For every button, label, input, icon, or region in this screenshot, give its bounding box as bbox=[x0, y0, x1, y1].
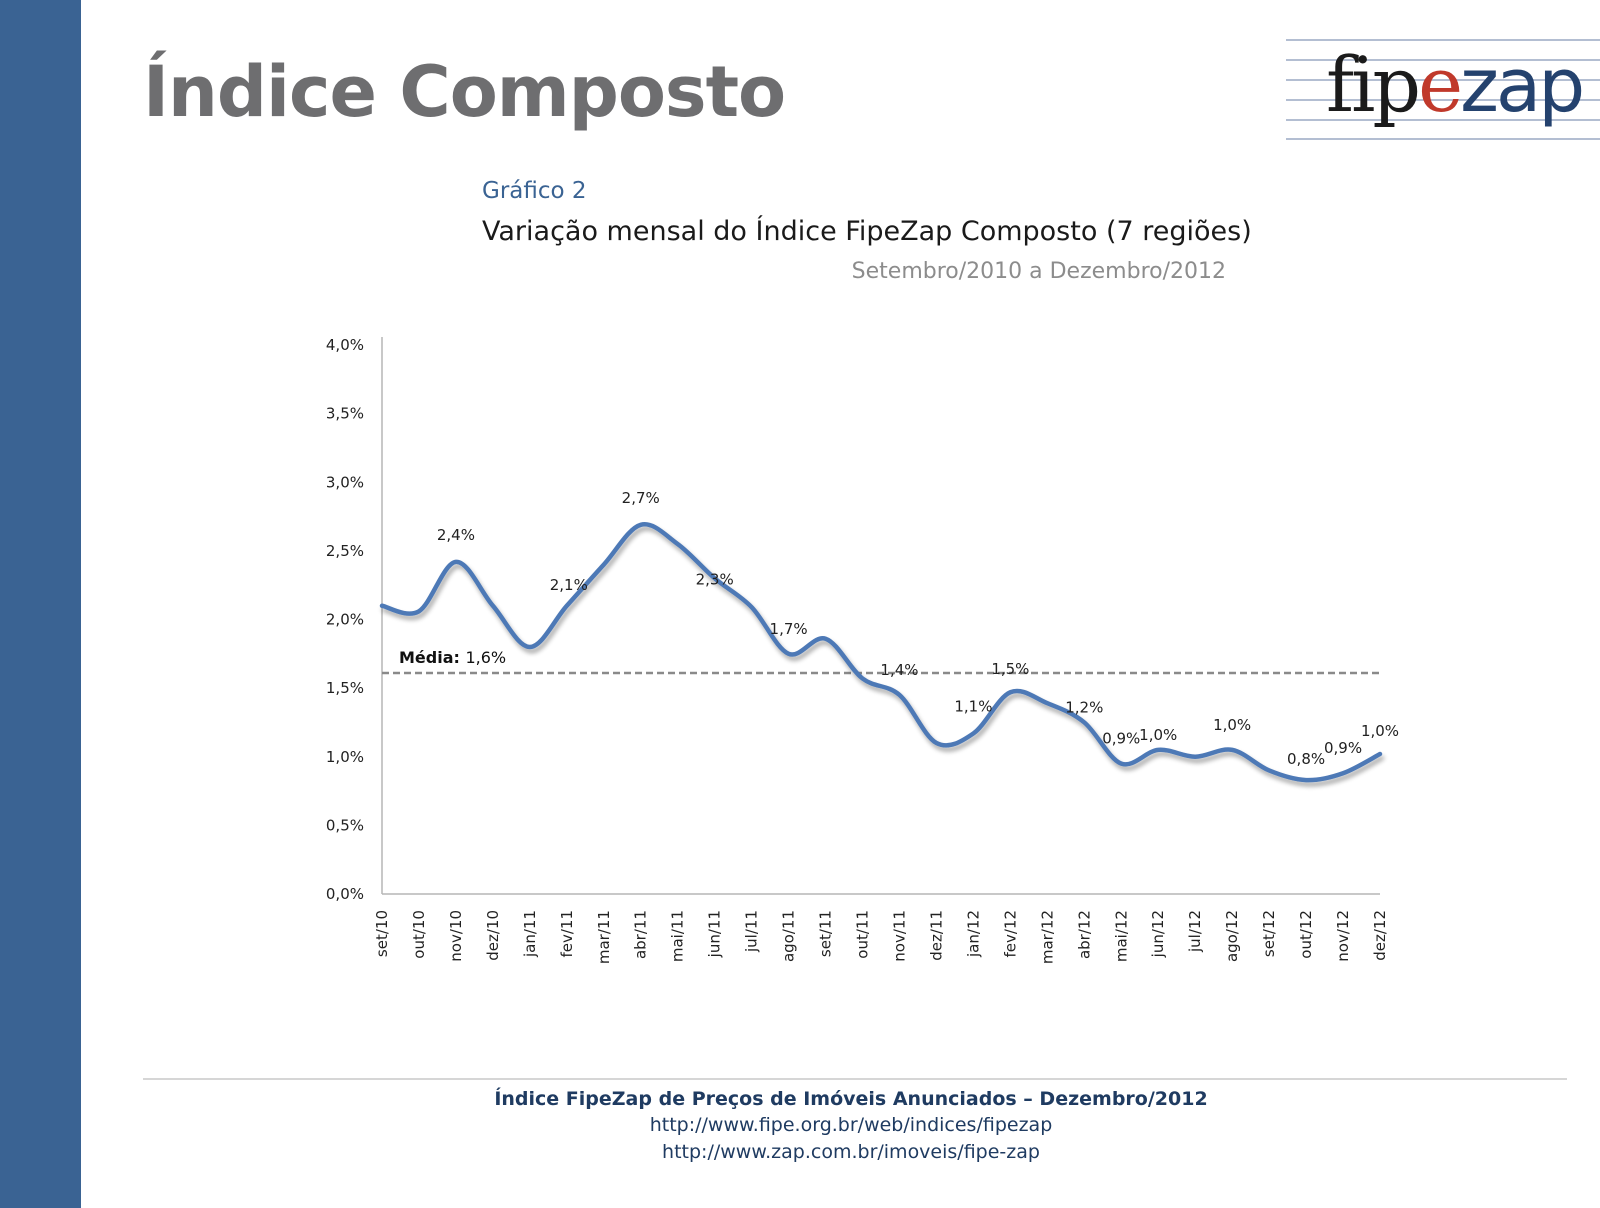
data-label: 2,4% bbox=[437, 526, 475, 544]
logo-text-fip: fip bbox=[1326, 40, 1421, 129]
x-tick-label: ago/12 bbox=[1223, 910, 1241, 962]
x-tick-label: dez/12 bbox=[1371, 910, 1389, 961]
data-label: 1,5% bbox=[991, 660, 1029, 678]
data-label: 0,9% bbox=[1102, 730, 1140, 748]
x-tick-label: set/12 bbox=[1260, 910, 1278, 957]
logo-wordmark: fipezap bbox=[1326, 40, 1585, 131]
x-tick-label: mar/11 bbox=[595, 910, 613, 964]
y-tick-label: 0,0% bbox=[326, 885, 364, 903]
x-tick-label: nov/12 bbox=[1334, 910, 1352, 962]
data-label: 1,2% bbox=[1065, 698, 1103, 716]
footer-divider bbox=[143, 1078, 1567, 1080]
logo-text-e: e bbox=[1418, 40, 1463, 129]
footer-link-fipe[interactable]: http://www.fipe.org.br/web/indices/fipez… bbox=[649, 1114, 1053, 1136]
x-tick-label: abr/12 bbox=[1075, 910, 1093, 959]
mean-label: Média: 1,6% bbox=[399, 648, 506, 667]
y-tick-label: 4,0% bbox=[326, 336, 364, 354]
chart-title: Variação mensal do Índice FipeZap Compos… bbox=[482, 216, 1252, 247]
x-tick-label: jul/11 bbox=[743, 910, 761, 953]
y-tick-label: 3,5% bbox=[326, 405, 364, 423]
x-axis: set/10 out/10 nov/10 dez/10 jan/11 fev/11 mar/… bbox=[373, 893, 1389, 964]
logo-text-zap: zap bbox=[1460, 43, 1585, 129]
y-tick-label: 2,0% bbox=[326, 611, 364, 629]
y-tick-label: 0,5% bbox=[326, 816, 364, 834]
data-labels-group: 2,4% 2,1% 2,7% 2,3% 1,7% 1,4% 1,1% 1,5% 1,2% 0,9%… bbox=[437, 489, 1399, 768]
x-tick-label: set/10 bbox=[373, 910, 391, 957]
data-label: 1,4% bbox=[880, 661, 918, 679]
y-tick-label: 2,5% bbox=[326, 542, 364, 560]
x-tick-label: out/10 bbox=[410, 910, 428, 959]
x-tick-label: mai/12 bbox=[1112, 910, 1130, 962]
data-label: 1,7% bbox=[770, 620, 808, 638]
x-tick-label: nov/10 bbox=[447, 910, 465, 962]
footer-title: Índice FipeZap de Preços de Imóveis Anun… bbox=[494, 1088, 1208, 1110]
chart-label: Gráfico 2 bbox=[482, 178, 587, 204]
series-line bbox=[379, 522, 1383, 783]
data-label: 0,8% bbox=[1287, 750, 1325, 768]
data-label: 1,1% bbox=[954, 697, 992, 715]
x-tick-label: jan/12 bbox=[964, 910, 982, 958]
x-tick-label: out/11 bbox=[854, 910, 872, 959]
series-group bbox=[379, 522, 1383, 783]
x-tick-label: out/12 bbox=[1297, 910, 1315, 959]
left-accent-bar bbox=[0, 0, 81, 1208]
line-chart: 0,0% 0,5% 1,0% 1,5% 2,0% 2,5% 3,0% 3,5% 4,0% set… bbox=[326, 336, 1399, 964]
x-tick-label: jul/12 bbox=[1186, 910, 1204, 953]
data-label: 2,7% bbox=[622, 489, 660, 507]
x-tick-label: jan/11 bbox=[521, 910, 539, 958]
fipezap-logo: fipezap bbox=[1286, 38, 1600, 142]
x-tick-label: mar/12 bbox=[1038, 910, 1056, 964]
y-tick-label: 1,5% bbox=[326, 679, 364, 697]
x-tick-label: abr/11 bbox=[632, 910, 650, 959]
data-label: 0,9% bbox=[1324, 739, 1362, 757]
chart-subtitle: Setembro/2010 a Dezembro/2012 bbox=[851, 259, 1226, 284]
y-tick-label: 3,0% bbox=[326, 473, 364, 491]
data-label: 1,0% bbox=[1213, 716, 1251, 734]
data-label: 2,1% bbox=[550, 576, 588, 594]
x-tick-label: dez/10 bbox=[484, 910, 502, 961]
footer: Índice FipeZap de Preços de Imóveis Anun… bbox=[81, 1086, 1600, 1166]
x-tick-label: fev/11 bbox=[558, 910, 576, 958]
page-title: Índice Composto bbox=[143, 51, 786, 133]
data-label: 1,0% bbox=[1139, 726, 1177, 744]
y-tick-label: 1,0% bbox=[326, 748, 364, 766]
data-label: 2,3% bbox=[696, 570, 734, 588]
y-axis: 0,0% 0,5% 1,0% 1,5% 2,0% 2,5% 3,0% 3,5% 4,0% bbox=[326, 336, 383, 903]
x-tick-label: jun/12 bbox=[1149, 910, 1167, 958]
x-tick-label: mai/11 bbox=[669, 910, 687, 962]
x-tick-label: ago/11 bbox=[780, 910, 798, 962]
x-tick-label: dez/11 bbox=[927, 910, 945, 961]
data-label: 1,0% bbox=[1361, 722, 1399, 740]
x-tick-label: jun/11 bbox=[706, 910, 724, 958]
x-tick-label: set/11 bbox=[817, 910, 835, 957]
x-tick-label: nov/11 bbox=[890, 910, 908, 962]
x-tick-label: fev/12 bbox=[1001, 910, 1019, 958]
mean-line-group: Média: 1,6% bbox=[382, 648, 1380, 675]
footer-link-zap[interactable]: http://www.zap.com.br/imoveis/fipe-zap bbox=[662, 1141, 1040, 1163]
logo-lines-icon bbox=[1286, 39, 1600, 140]
